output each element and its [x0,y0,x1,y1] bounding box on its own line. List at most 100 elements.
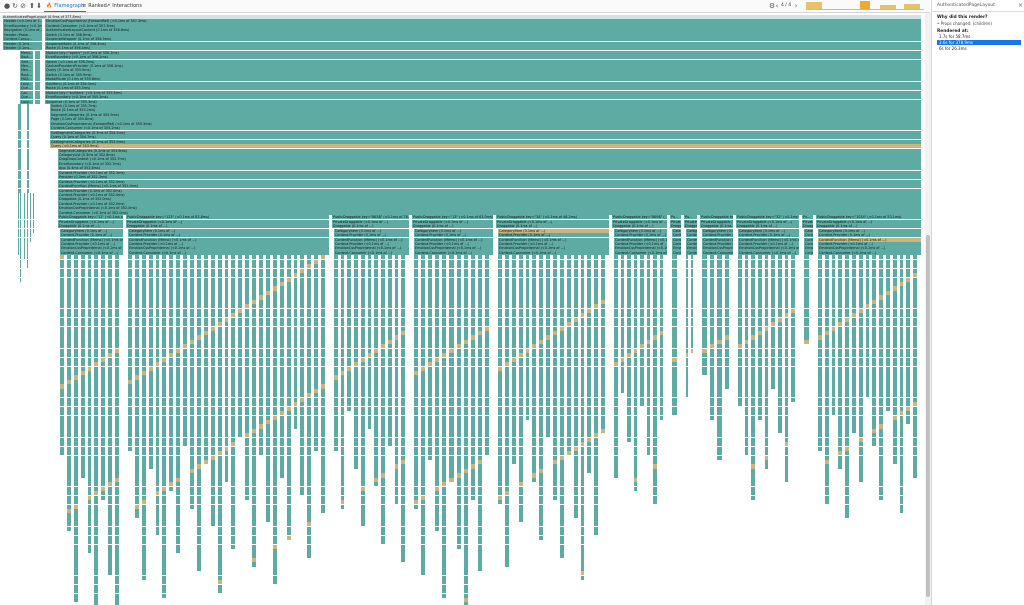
flame-node[interactable] [421,571,426,575]
flame-node[interactable] [653,500,658,504]
flame-node[interactable] [581,576,586,580]
flame-node[interactable] [587,469,592,473]
flame-node[interactable] [162,594,167,598]
flame-node[interactable] [553,496,558,500]
flame-node[interactable] [211,522,216,526]
flame-node[interactable] [20,278,22,282]
flame-node[interactable] [231,545,236,549]
flame-node[interactable] [471,496,476,500]
commit-prev-icon[interactable]: ‹ [774,2,780,10]
flame-node[interactable] [361,522,366,526]
flame-node[interactable] [307,553,312,557]
flame-node[interactable] [647,451,652,455]
flame-node[interactable] [435,527,440,531]
flame-node[interactable] [498,500,503,504]
flame-node[interactable] [74,598,79,602]
flame-node[interactable] [374,482,379,486]
flame-node[interactable] [627,438,632,442]
flame-node[interactable] [245,496,250,500]
flame-node[interactable] [190,505,195,509]
flame-node[interactable] [449,478,454,482]
flame-node[interactable] [442,594,447,598]
flame-node[interactable] [485,451,490,455]
flame-node[interactable] [395,500,400,504]
flame-node[interactable] [321,509,326,513]
flame-node[interactable] [225,478,230,482]
flame-node[interactable] [512,460,517,464]
flame-node[interactable] [614,473,619,477]
flame-node[interactable] [341,505,346,509]
flame-node[interactable] [640,402,645,406]
flame-node[interactable] [601,429,606,433]
flame-node[interactable] [183,442,188,446]
flame-node[interactable] [24,255,26,259]
commit-selector[interactable] [806,1,924,11]
flamegraph-chart[interactable]: AuthenticatedPageLayout (0.9ms of 377.8m… [0,13,925,605]
flame-node[interactable] [101,496,106,500]
flame-node[interactable] [142,576,147,580]
flame-node[interactable] [197,567,202,571]
flame-node[interactable] [128,447,133,451]
flame-node[interactable] [149,464,154,468]
flame-node[interactable] [388,442,393,446]
flame-node[interactable] [560,553,565,557]
flame-node[interactable] [574,513,579,517]
flame-node[interactable] [135,513,140,517]
commit-bar-1[interactable] [860,1,870,9]
export-icon[interactable]: ⬇ [35,2,43,10]
flame-node[interactable] [35,100,41,104]
flame-node[interactable] [300,491,305,495]
flame-node[interactable] [478,567,483,571]
flame-node[interactable] [280,473,285,477]
flame-node[interactable] [401,558,406,562]
flame-node[interactable] [81,473,86,477]
flame-node[interactable] [621,389,626,393]
flame-node[interactable] [266,518,271,522]
flame-node[interactable] [108,571,113,575]
flame-node[interactable] [27,264,29,268]
reload-icon[interactable]: ↻ [11,2,19,10]
flame-node[interactable] [532,478,537,482]
flame-node[interactable] [546,433,551,437]
flame-node[interactable] [60,451,65,455]
flame-node[interactable] [526,416,531,420]
flame-node[interactable] [287,536,292,540]
flame-node[interactable] [252,562,257,566]
commit-next-icon[interactable]: › [793,2,799,10]
flame-node[interactable] [33,229,35,233]
record-icon[interactable]: ● [3,2,11,10]
flame-node[interactable] [156,531,161,535]
flame-node[interactable] [519,518,524,522]
flame-node[interactable] [273,580,278,584]
flame-node[interactable] [634,487,639,491]
flame-node[interactable] [428,456,433,460]
commit-bar-2[interactable] [880,5,896,9]
flame-node[interactable] [347,407,352,411]
tab-interactions[interactable]: ↗ Interactions [104,2,144,11]
flame-node[interactable] [294,424,299,428]
flame-node[interactable] [368,424,373,428]
flame-node[interactable] [334,447,339,451]
flame-node[interactable] [176,549,181,553]
flame-node[interactable] [88,549,93,553]
flame-node[interactable] [567,451,572,455]
flame-node[interactable] [169,487,174,491]
flame-node[interactable] [354,464,359,468]
flame-node[interactable] [539,536,544,540]
flame-node[interactable] [505,562,510,566]
interactions-icon: ↗ [106,3,110,9]
flame-node[interactable] [238,433,243,437]
flame-node[interactable] [457,545,462,549]
commit-bar-3[interactable] [904,4,920,9]
flame-node[interactable] [30,238,32,242]
flame-node[interactable] [204,460,209,464]
flame-node[interactable] [67,527,72,531]
commit-bar-0[interactable] [806,2,822,9]
flame-node[interactable] [259,451,264,455]
flame-node[interactable] [594,531,599,535]
flame-node[interactable] [314,447,319,451]
flame-node[interactable] [218,589,223,593]
flame-node[interactable] [381,540,386,544]
flame-node[interactable] [414,505,419,509]
clear-icon[interactable]: ⊘ [19,2,27,10]
